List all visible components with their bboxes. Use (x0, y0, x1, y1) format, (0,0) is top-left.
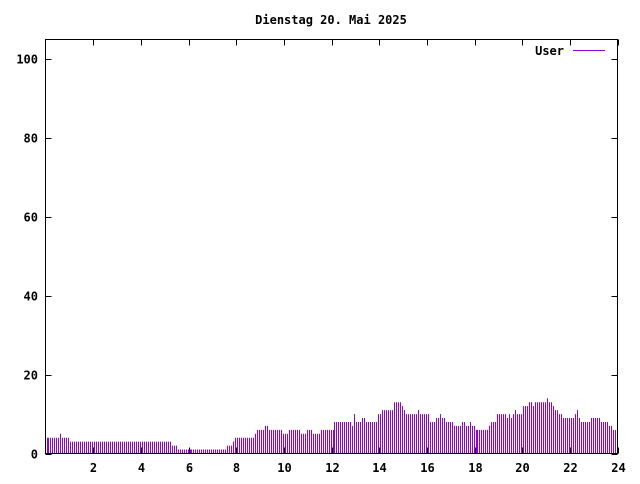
x-tick-label: 16 (420, 461, 434, 475)
y-axis: 0 20 40 60 80 100 (16, 53, 618, 462)
plot-frame (45, 39, 618, 454)
chart-title: Dienstag 20. Mai 2025 (255, 13, 407, 27)
x-tick-label: 8 (233, 461, 240, 475)
x-tick-label: 20 (515, 461, 529, 475)
bars (47, 398, 616, 454)
y-tick-label: 40 (24, 290, 38, 304)
legend: User (535, 44, 605, 58)
y-tick-label: 80 (24, 132, 38, 146)
x-tick-label: 2 (90, 461, 97, 475)
x-tick-label: 12 (325, 461, 339, 475)
y-tick-label: 0 (31, 448, 38, 462)
y-tick-label: 20 (24, 369, 38, 383)
x-tick-label: 4 (138, 461, 145, 475)
x-tick-label: 22 (563, 461, 577, 475)
x-tick-label: 24 (611, 461, 625, 475)
x-tick-label: 18 (468, 461, 482, 475)
x-tick-label: 6 (186, 461, 193, 475)
x-axis: 2 4 6 8 10 12 14 16 18 20 22 24 (90, 39, 626, 475)
x-tick-label: 10 (277, 461, 291, 475)
y-tick-label: 60 (24, 211, 38, 225)
y-tick-label: 100 (16, 53, 38, 67)
x-tick-label: 14 (372, 461, 386, 475)
legend-label: User (535, 44, 564, 58)
